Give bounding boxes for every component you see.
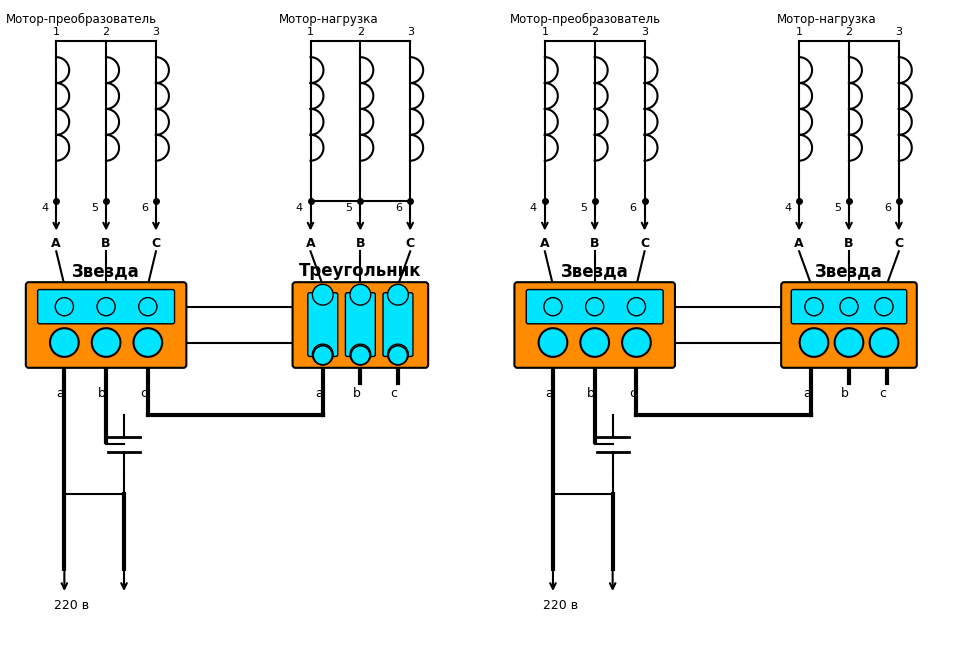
Text: b: b: [353, 387, 361, 400]
Text: b: b: [98, 387, 106, 400]
Text: 2: 2: [357, 27, 363, 37]
Text: c: c: [391, 387, 398, 400]
Text: С: С: [640, 237, 649, 250]
Text: Звезда: Звезда: [72, 262, 140, 280]
Text: С: С: [405, 237, 415, 250]
Circle shape: [799, 328, 828, 357]
Text: 2: 2: [103, 27, 109, 37]
Text: c: c: [879, 387, 886, 400]
Text: 6: 6: [629, 203, 637, 213]
Text: Звезда: Звезда: [815, 262, 883, 280]
Circle shape: [313, 344, 333, 365]
Text: 6: 6: [141, 203, 148, 213]
Circle shape: [92, 328, 120, 357]
FancyBboxPatch shape: [527, 289, 663, 324]
Circle shape: [870, 328, 898, 357]
Circle shape: [538, 328, 568, 357]
Text: 220 в: 220 в: [543, 599, 578, 612]
Circle shape: [50, 328, 79, 357]
Circle shape: [97, 298, 115, 316]
Text: Мотор-нагрузка: Мотор-нагрузка: [777, 14, 876, 27]
Circle shape: [622, 328, 651, 357]
Text: a: a: [315, 387, 322, 400]
Text: 1: 1: [307, 27, 314, 37]
Circle shape: [840, 298, 858, 316]
Text: Мотор-преобразователь: Мотор-преобразователь: [7, 14, 157, 27]
Text: 1: 1: [53, 27, 60, 37]
Circle shape: [139, 298, 157, 316]
Text: 5: 5: [579, 203, 587, 213]
Circle shape: [313, 284, 333, 305]
Text: В: В: [844, 237, 854, 250]
Text: А: А: [306, 237, 316, 250]
FancyBboxPatch shape: [383, 292, 413, 356]
Text: b: b: [841, 387, 849, 400]
Text: 2: 2: [591, 27, 598, 37]
Text: Треугольник: Треугольник: [299, 262, 422, 280]
Circle shape: [580, 328, 609, 357]
Circle shape: [805, 298, 823, 316]
FancyBboxPatch shape: [25, 282, 187, 368]
Circle shape: [314, 346, 332, 365]
Circle shape: [134, 328, 162, 357]
Text: 6: 6: [396, 203, 403, 213]
Text: a: a: [803, 387, 811, 400]
Text: А: А: [540, 237, 550, 250]
FancyBboxPatch shape: [308, 292, 338, 356]
Text: В: В: [356, 237, 365, 250]
Text: 3: 3: [895, 27, 903, 37]
Text: 220 в: 220 в: [55, 599, 90, 612]
Text: Мотор-преобразователь: Мотор-преобразователь: [510, 14, 661, 27]
Text: a: a: [545, 387, 553, 400]
Text: 6: 6: [884, 203, 891, 213]
Circle shape: [389, 346, 407, 365]
FancyBboxPatch shape: [782, 282, 916, 368]
Text: 4: 4: [41, 203, 48, 213]
Text: 1: 1: [795, 27, 803, 37]
Text: 3: 3: [152, 27, 159, 37]
Text: 3: 3: [406, 27, 413, 37]
Circle shape: [388, 344, 408, 365]
Text: b: b: [587, 387, 595, 400]
Text: a: a: [57, 387, 64, 400]
Circle shape: [351, 346, 370, 365]
Text: 1: 1: [541, 27, 548, 37]
Text: С: С: [894, 237, 904, 250]
Text: Мотор-нагрузка: Мотор-нагрузка: [278, 14, 378, 27]
Text: В: В: [102, 237, 110, 250]
FancyBboxPatch shape: [38, 289, 175, 324]
Circle shape: [834, 328, 864, 357]
Text: А: А: [52, 237, 61, 250]
Text: 4: 4: [295, 203, 303, 213]
FancyBboxPatch shape: [292, 282, 428, 368]
Circle shape: [350, 344, 370, 365]
Text: 5: 5: [91, 203, 98, 213]
Circle shape: [874, 298, 893, 316]
Circle shape: [350, 284, 370, 305]
Text: 5: 5: [834, 203, 841, 213]
Circle shape: [388, 284, 408, 305]
FancyBboxPatch shape: [791, 289, 907, 324]
Circle shape: [544, 298, 562, 316]
Text: c: c: [629, 387, 636, 400]
Text: 5: 5: [346, 203, 353, 213]
Text: c: c: [141, 387, 148, 400]
Text: А: А: [794, 237, 804, 250]
Text: С: С: [151, 237, 160, 250]
Circle shape: [585, 298, 604, 316]
Text: 2: 2: [845, 27, 853, 37]
FancyBboxPatch shape: [515, 282, 675, 368]
Text: 4: 4: [784, 203, 791, 213]
Text: 3: 3: [641, 27, 648, 37]
Text: 4: 4: [530, 203, 537, 213]
Circle shape: [56, 298, 73, 316]
FancyBboxPatch shape: [346, 292, 375, 356]
Circle shape: [627, 298, 646, 316]
Text: В: В: [590, 237, 600, 250]
Text: Звезда: Звезда: [561, 262, 628, 280]
